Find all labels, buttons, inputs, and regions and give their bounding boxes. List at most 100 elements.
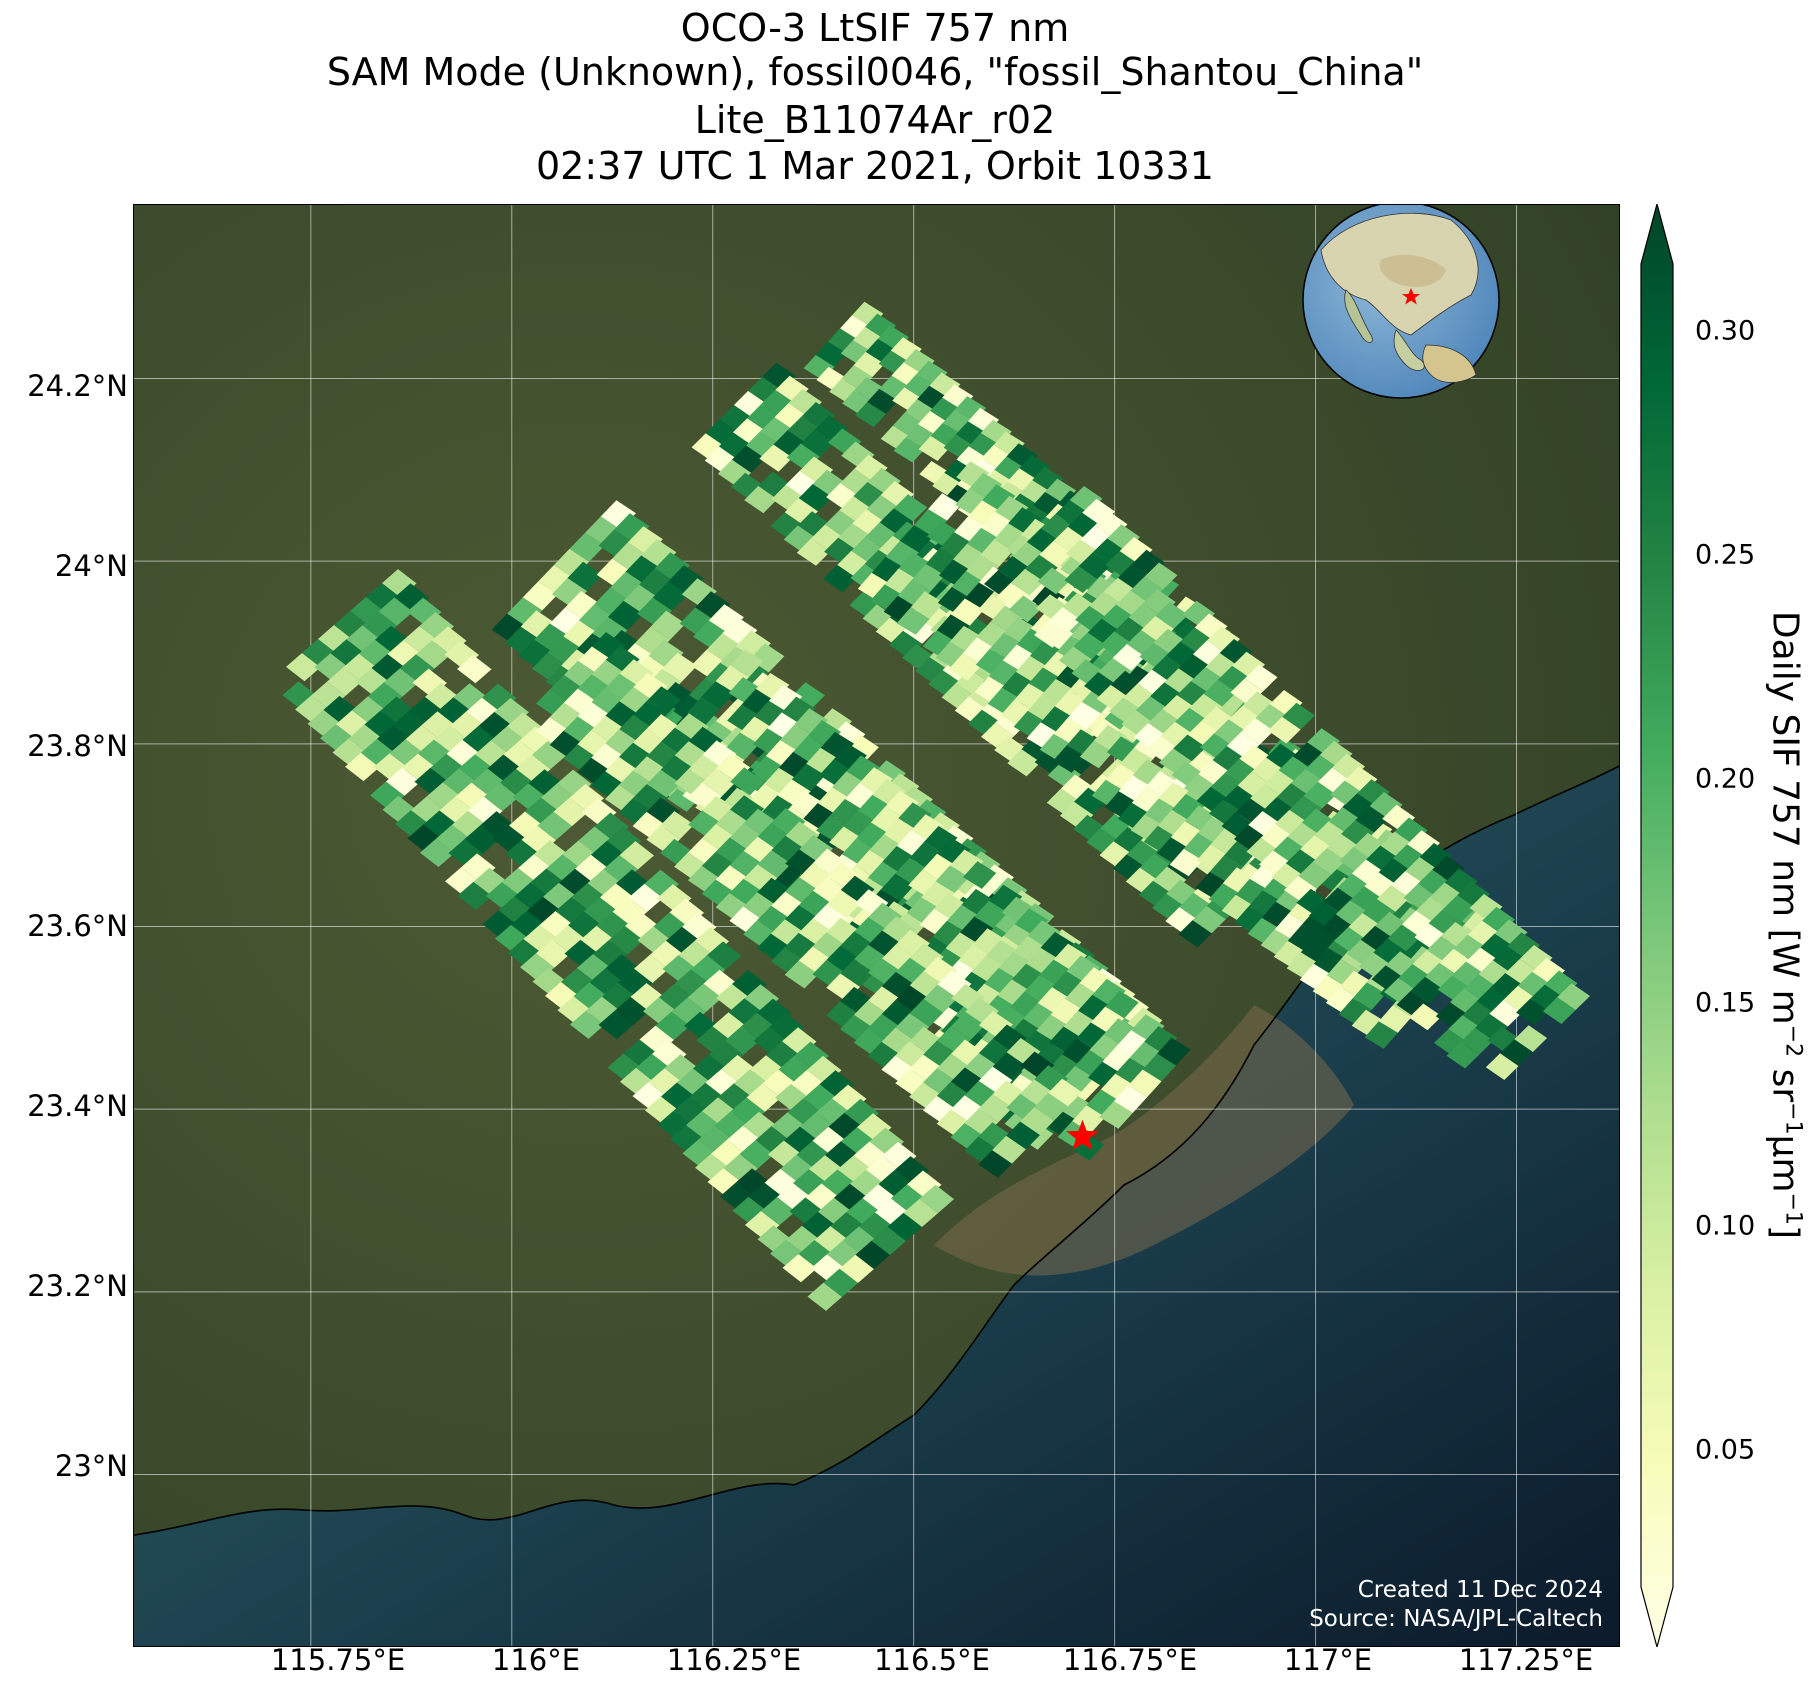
inset-globe bbox=[1302, 205, 1500, 399]
sif-footprint bbox=[1387, 924, 1421, 952]
sif-footprint bbox=[798, 483, 833, 512]
sif-footprint bbox=[646, 769, 681, 798]
sif-footprint bbox=[911, 563, 945, 592]
sif-footprint bbox=[598, 1010, 633, 1040]
sif-footprint bbox=[1112, 644, 1146, 671]
sif-footprint bbox=[537, 811, 572, 841]
lon-tick-label: 116.75°E bbox=[1062, 1643, 1198, 1677]
sif-footprint bbox=[823, 1268, 858, 1297]
sif-footprint bbox=[532, 740, 567, 770]
sif-footprint bbox=[1241, 718, 1274, 745]
sif-footprint bbox=[1282, 702, 1315, 730]
sif-footprint bbox=[903, 1198, 938, 1227]
sif-footprint bbox=[1376, 885, 1410, 912]
sif-footprint bbox=[464, 825, 499, 854]
sif-footprint bbox=[791, 763, 826, 792]
sif-footprint bbox=[1364, 1021, 1398, 1049]
lat-tick-label: 23.6°N bbox=[27, 909, 128, 943]
sif-footprint bbox=[655, 1011, 690, 1040]
sif-footprint bbox=[800, 429, 835, 457]
sif-footprint bbox=[687, 983, 722, 1012]
sif-footprint bbox=[757, 850, 792, 878]
sif-footprint bbox=[707, 941, 742, 970]
sif-footprint bbox=[893, 437, 925, 463]
sif-footprint bbox=[608, 600, 644, 630]
sif-footprint bbox=[1446, 1041, 1480, 1069]
colorbar-tick-label: 0.05 bbox=[1695, 1434, 1756, 1466]
sif-footprint bbox=[855, 1240, 890, 1269]
sif-footprint bbox=[652, 581, 688, 611]
target-star-icon bbox=[1066, 1119, 1099, 1151]
sif-footprint bbox=[1557, 983, 1590, 1010]
lat-tick-label: 23°N bbox=[54, 1449, 128, 1483]
sif-footprint bbox=[826, 889, 861, 918]
sif-footprint bbox=[978, 1094, 1013, 1123]
sif-footprint bbox=[951, 1011, 985, 1040]
colorbar-tick-label: 0.30 bbox=[1695, 315, 1756, 347]
sif-footprint bbox=[992, 1052, 1027, 1081]
sif-footprint bbox=[896, 607, 930, 635]
sif-footprint bbox=[899, 525, 933, 553]
sif-footprint bbox=[1192, 906, 1226, 934]
lat-tick-label: 24°N bbox=[54, 549, 128, 583]
sif-footprint bbox=[782, 1254, 817, 1283]
sif-footprint bbox=[628, 883, 663, 912]
target-marker bbox=[1066, 1119, 1099, 1151]
sif-footprint bbox=[384, 668, 419, 697]
colorbar-label-text: Daily SIF 757 nm [W m bbox=[1764, 610, 1806, 1025]
sif-footprint bbox=[823, 564, 857, 593]
title-line-1: OCO-3 LtSIF 757 nm bbox=[680, 6, 1070, 50]
sif-footprint bbox=[701, 681, 735, 709]
sif-footprint bbox=[1142, 1053, 1176, 1082]
sif-footprint bbox=[1052, 745, 1086, 773]
colorbar-tick-label: 0.10 bbox=[1695, 1210, 1756, 1242]
sif-footprint bbox=[416, 640, 451, 669]
sif-footprint bbox=[893, 494, 928, 522]
sif-footprint bbox=[919, 1184, 954, 1214]
sif-footprint bbox=[1203, 679, 1237, 707]
colorbar-tick-label: 0.20 bbox=[1695, 763, 1756, 795]
sif-footprint bbox=[1157, 1037, 1191, 1066]
lon-tick-label: 116°E bbox=[491, 1643, 581, 1677]
colorbar-tick-label: 0.15 bbox=[1695, 987, 1756, 1019]
sif-footprint bbox=[386, 767, 421, 796]
title-line-3: Lite_B11074Ar_r02 bbox=[694, 98, 1056, 142]
sif-footprint bbox=[1034, 621, 1067, 648]
sif-footprint bbox=[746, 1083, 781, 1112]
colorbar bbox=[1640, 204, 1674, 1647]
sif-footprint bbox=[1074, 787, 1108, 815]
sif-footprint bbox=[732, 445, 766, 473]
sif-footprint bbox=[1485, 1053, 1519, 1080]
sif-footprint bbox=[910, 591, 944, 619]
sif-footprint bbox=[1410, 976, 1444, 1004]
sif-footprint bbox=[536, 939, 571, 968]
sif-footprint bbox=[992, 1135, 1026, 1164]
sif-footprint bbox=[725, 1026, 760, 1055]
sif-footprint bbox=[1173, 734, 1207, 762]
title-line-4: 02:37 UTC 1 Mar 2021, Orbit 10331 bbox=[536, 144, 1214, 188]
lon-tick-label: 116.25°E bbox=[666, 1643, 802, 1677]
sif-footprint bbox=[1489, 999, 1523, 1027]
sif-footprint bbox=[1009, 595, 1042, 623]
sif-footprint bbox=[522, 581, 558, 611]
sif-footprint bbox=[1409, 1003, 1442, 1031]
sif-footprint bbox=[887, 1212, 922, 1241]
sif-footprint bbox=[1516, 998, 1549, 1026]
sif-footprint bbox=[609, 926, 644, 955]
sif-footprint bbox=[839, 1254, 874, 1283]
created-date: Created 11 Dec 2024 bbox=[1357, 1577, 1603, 1603]
sif-footprint bbox=[1007, 749, 1041, 777]
sif-footprint bbox=[1078, 552, 1112, 579]
sif-footprint bbox=[744, 485, 778, 514]
map-panel[interactable]: Created 11 Dec 2024 Source: NASA/JPL-Cal… bbox=[133, 204, 1620, 1647]
sif-footprint bbox=[1267, 716, 1301, 744]
lon-tick-label: 116.5°E bbox=[874, 1643, 990, 1677]
sif-footprint bbox=[1067, 701, 1101, 730]
data-source: Source: NASA/JPL-Caltech bbox=[1309, 1606, 1603, 1632]
sif-footprint bbox=[457, 655, 492, 684]
lat-tick-label: 23.2°N bbox=[27, 1269, 128, 1303]
sif-footprint bbox=[1128, 1069, 1162, 1098]
sif-footprint bbox=[730, 767, 764, 796]
credit-text: Created 11 Dec 2024 Source: NASA/JPL-Cal… bbox=[1309, 1576, 1603, 1634]
sif-footprint bbox=[867, 388, 899, 414]
